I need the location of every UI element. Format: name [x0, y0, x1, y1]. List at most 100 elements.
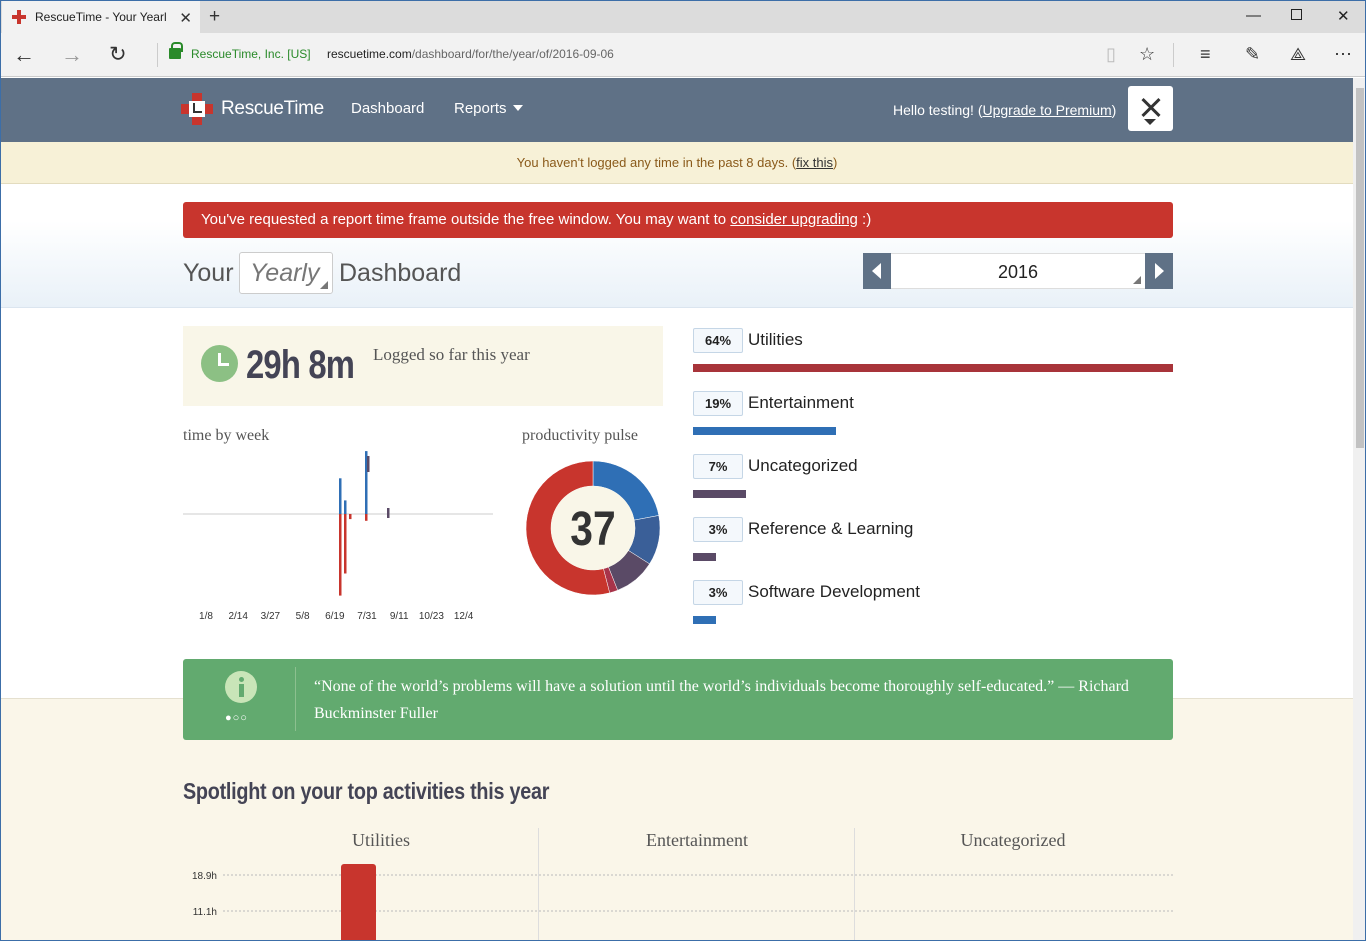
- upgrade-link[interactable]: Upgrade to Premium: [982, 102, 1112, 118]
- spotlight-bar[interactable]: [341, 864, 376, 941]
- brand-name[interactable]: RescueTime: [221, 98, 324, 119]
- scroll-thumb[interactable]: [1356, 88, 1364, 448]
- share-icon[interactable]: ⟁: [1290, 44, 1307, 64]
- week-tick-label: 9/11: [390, 611, 409, 622]
- week-tick-label: 12/4: [454, 611, 474, 622]
- consider-upgrading-link[interactable]: consider upgrading: [730, 211, 858, 228]
- productivity-pulse-donut[interactable]: 37: [521, 456, 665, 600]
- spotlight-title: Spotlight on your top activities this ye…: [183, 778, 550, 804]
- tab-title: RescueTime - Your Yearl: [35, 10, 167, 24]
- spotlight-col-uncategorized: Uncategorized: [960, 830, 1066, 850]
- donut-center: [551, 486, 635, 570]
- quote-tip: ●○○ “None of the world’s problems will h…: [183, 659, 1173, 740]
- chevron-down-icon: [512, 105, 523, 111]
- url-field[interactable]: rescuetime.com/dashboard/for/the/year/of…: [327, 47, 614, 61]
- spotlight-col-entertainment: Entertainment: [646, 830, 748, 850]
- lock-icon: [169, 42, 183, 59]
- category-row[interactable]: 64% Utilities: [693, 328, 1173, 388]
- divider: [854, 828, 855, 940]
- alert-end: :): [857, 211, 872, 228]
- address-bar: ← → ↻ RescueTime, Inc. [US] rescuetime.c…: [1, 33, 1365, 77]
- divider: [157, 43, 158, 67]
- divider: [1173, 43, 1174, 67]
- close-window-icon[interactable]: ✕: [1337, 8, 1350, 25]
- forward-icon[interactable]: →: [61, 42, 83, 67]
- greeting: Hello testing! (Upgrade to Premium): [893, 102, 1116, 118]
- tools-button[interactable]: [1128, 86, 1173, 131]
- category-bar: [693, 490, 746, 498]
- site-identity[interactable]: RescueTime, Inc. [US]: [191, 47, 311, 61]
- category-percent: 64%: [693, 328, 743, 353]
- greeting-text: Hello testing! (: [893, 102, 983, 118]
- total-time: 29h 8m: [246, 343, 355, 387]
- quote-text: “None of the world’s problems will have …: [314, 678, 1129, 722]
- resize-grip-icon: [320, 281, 328, 289]
- week-tick-label: 2/14: [228, 611, 248, 622]
- reading-view-icon[interactable]: ▯: [1106, 44, 1116, 64]
- divider: [295, 667, 296, 731]
- category-bar: [693, 553, 716, 561]
- week-bar-productive: [365, 451, 368, 514]
- clock-icon: [201, 345, 238, 382]
- week-bar-distracting: [365, 514, 368, 521]
- web-note-icon[interactable]: ✎: [1245, 44, 1261, 64]
- nav-dashboard[interactable]: Dashboard: [351, 100, 425, 117]
- category-row[interactable]: 19% Entertainment: [693, 391, 1173, 451]
- category-name[interactable]: Reference & Learning: [748, 519, 914, 538]
- close-tab-icon[interactable]: ✕: [179, 10, 192, 27]
- pulse-value: 37: [570, 503, 615, 556]
- minimize-icon[interactable]: —: [1246, 7, 1261, 24]
- week-tick-label: 6/19: [325, 611, 345, 622]
- next-year-button[interactable]: [1145, 253, 1173, 289]
- category-bar: [693, 364, 1173, 372]
- category-row[interactable]: 3% Reference & Learning: [693, 517, 1173, 577]
- scrollbar[interactable]: [1353, 78, 1365, 940]
- time-by-week-chart[interactable]: 1/8 2/14 3/27 5/8 6/19 7/31 9/11 10/23 12/4: [183, 448, 495, 628]
- week-chart-title: time by week: [183, 427, 270, 444]
- category-percent: 3%: [693, 580, 743, 605]
- category-name[interactable]: Software Development: [748, 582, 920, 601]
- week-bar-productive: [339, 478, 342, 514]
- more-icon[interactable]: ⋯: [1334, 44, 1352, 64]
- year-field[interactable]: 2016: [891, 253, 1145, 289]
- new-tab-icon[interactable]: +: [209, 6, 221, 27]
- notice-end: ): [833, 155, 838, 170]
- hub-icon[interactable]: ≡: [1200, 44, 1211, 64]
- spotlight-chart[interactable]: 18.9h 11.1h: [183, 863, 1173, 941]
- category-name[interactable]: Utilities: [748, 330, 803, 349]
- week-bar-neutral: [367, 456, 370, 472]
- week-tick-label: 1/8: [199, 611, 213, 622]
- tip-pager[interactable]: ●○○: [225, 712, 248, 724]
- category-row[interactable]: 3% Software Development: [693, 580, 1173, 640]
- browser-tab[interactable]: RescueTime - Your Yearl ✕: [2, 1, 200, 33]
- favorite-star-icon[interactable]: ☆: [1139, 44, 1156, 64]
- refresh-icon[interactable]: ↻: [109, 43, 127, 66]
- period-selector[interactable]: Yearly: [239, 252, 333, 294]
- title-your: Your: [183, 259, 234, 287]
- week-bar-distracting: [344, 514, 347, 574]
- category-row[interactable]: 7% Uncategorized: [693, 454, 1173, 514]
- week-tick-label: 5/8: [296, 611, 310, 622]
- tick-low: 11.1h: [193, 907, 217, 918]
- back-icon[interactable]: ←: [13, 42, 35, 67]
- category-bar: [693, 427, 836, 435]
- page-content: RescueTime Dashboard Reports Hello testi…: [1, 78, 1353, 941]
- nav-reports[interactable]: Reports: [454, 100, 523, 117]
- tab-bar: RescueTime - Your Yearl ✕ + — ✕: [1, 1, 1365, 33]
- alert-text: You've requested a report time frame out…: [201, 211, 731, 228]
- url-host: rescuetime.com: [327, 47, 412, 61]
- week-bar-distracting: [339, 514, 342, 596]
- resize-grip-icon: [1133, 276, 1141, 284]
- maximize-icon[interactable]: [1291, 9, 1302, 20]
- rescuetime-logo-icon[interactable]: [181, 93, 213, 125]
- total-time-label: Logged so far this year: [373, 345, 530, 364]
- upgrade-alert: You've requested a report time frame out…: [183, 202, 1173, 238]
- category-name[interactable]: Entertainment: [748, 393, 854, 412]
- category-name[interactable]: Uncategorized: [748, 456, 858, 475]
- previous-year-button[interactable]: [863, 253, 891, 289]
- week-bar-neutral: [387, 508, 390, 518]
- fix-this-link[interactable]: fix this: [796, 155, 834, 170]
- tick-high: 18.9h: [192, 871, 217, 882]
- week-tick-label: 7/31: [357, 611, 377, 622]
